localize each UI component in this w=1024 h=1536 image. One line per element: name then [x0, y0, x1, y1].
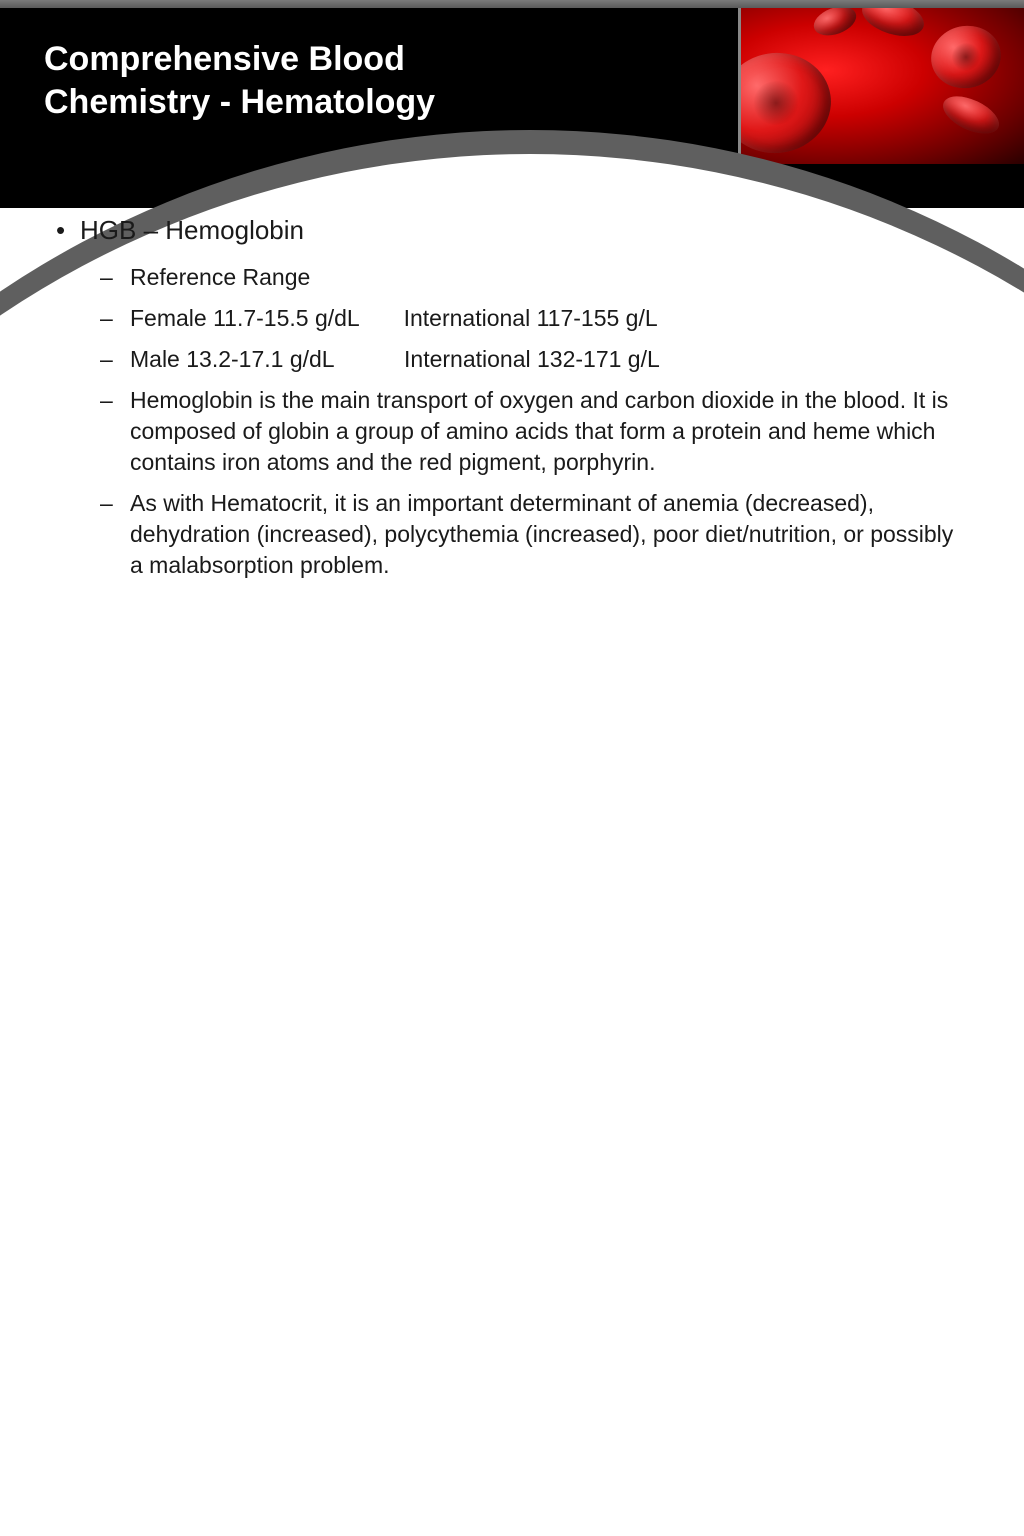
blood-cell-icon — [857, 8, 928, 43]
window-top-bar — [0, 0, 1024, 8]
bullet-level2: Female 11.7-15.5 g/dL International 117-… — [130, 303, 968, 334]
blood-cell-icon — [925, 19, 1006, 94]
bullet-level2: Male 13.2-17.1 g/dL International 132-17… — [130, 344, 968, 375]
header-image-blood-cells — [738, 8, 1024, 164]
blood-cell-icon — [937, 89, 1004, 142]
bullet-level2: Reference Range — [130, 262, 968, 293]
bullet-level1: HGB – Hemoglobin — [80, 215, 968, 246]
slide-title: Comprehensive BloodChemistry - Hematolog… — [44, 38, 435, 123]
bullet-level2: Hemoglobin is the main transport of oxyg… — [130, 385, 968, 478]
slide-body: HGB – Hemoglobin Reference Range Female … — [56, 215, 968, 591]
sub-bullet-list: Reference Range Female 11.7-15.5 g/dL In… — [130, 262, 968, 581]
blood-cell-icon — [738, 46, 837, 160]
bullet-level2: As with Hematocrit, it is an important d… — [130, 488, 968, 581]
blood-cell-icon — [810, 8, 860, 41]
